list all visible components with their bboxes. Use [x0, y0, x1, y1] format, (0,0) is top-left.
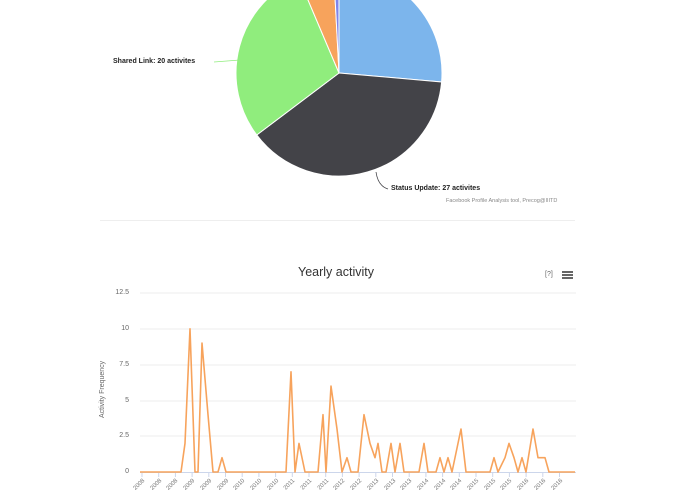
- y-tick: 7.5: [119, 361, 129, 368]
- pie-slice-blue[interactable]: [338, 0, 443, 83]
- menu-icon-bar: [562, 271, 573, 273]
- help-button[interactable]: [?]: [545, 271, 553, 278]
- chart-menu-button[interactable]: [562, 271, 573, 281]
- pie-slice-shared-link[interactable]: [235, 0, 340, 136]
- x-tick-marks: [141, 472, 560, 477]
- shared-link-connector: [213, 59, 241, 63]
- y-tick: 0: [125, 468, 129, 475]
- pie-label-status-update: Status Update: 27 activites: [391, 185, 481, 192]
- pie-slice-orange[interactable]: [299, 0, 340, 74]
- status-update-connector: [375, 171, 389, 190]
- activity-line-series[interactable]: [140, 327, 575, 473]
- pie-chart: [213, 0, 443, 190]
- line-chart-title: Yearly activity: [298, 265, 374, 279]
- y-tick: 5: [125, 397, 129, 404]
- menu-icon-bar: [562, 277, 573, 279]
- y-tick: 12.5: [115, 289, 129, 296]
- pie-label-shared-link: Shared Link: 20 activites: [113, 58, 196, 65]
- y-tick: 10: [121, 325, 129, 332]
- menu-icon-bar: [562, 274, 573, 276]
- section-divider: [100, 220, 575, 221]
- pie-credits[interactable]: Facebook Profile Analysis tool, Precog@I…: [446, 198, 558, 204]
- y-tick: 2.5: [119, 432, 129, 439]
- grid-lines: [140, 292, 576, 437]
- pie-slice-purple[interactable]: [334, 0, 340, 74]
- pie-slice-status-update[interactable]: [256, 72, 443, 177]
